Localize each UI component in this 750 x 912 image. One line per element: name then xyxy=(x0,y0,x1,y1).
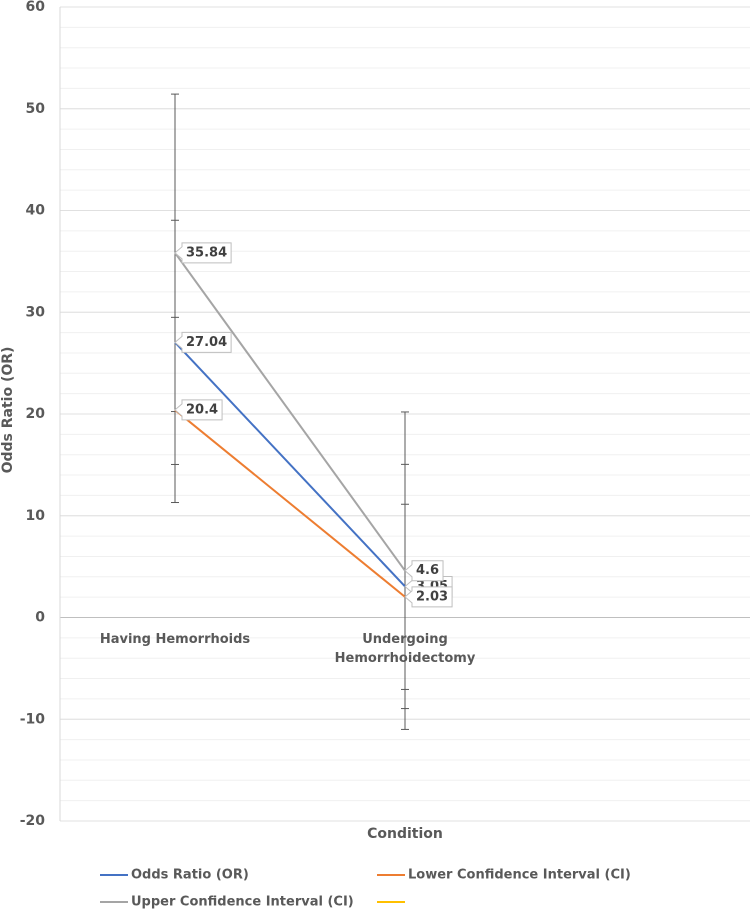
data-label: 35.84 xyxy=(174,242,232,264)
x-tick-label-box xyxy=(545,630,725,674)
data-label: 2.03 xyxy=(404,586,453,608)
data-label-box xyxy=(404,560,444,582)
y-tick-label: -10 xyxy=(20,711,46,727)
y-tick-label: 0 xyxy=(35,610,45,626)
y-tick-label: -20 xyxy=(20,813,46,829)
series-line xyxy=(174,252,406,572)
y-tick-label: 60 xyxy=(26,0,46,15)
data-label: 20.4 xyxy=(174,399,223,421)
y-tick-label: 50 xyxy=(26,101,46,117)
data-label: 27.04 xyxy=(174,331,232,353)
data-label-text: 2.03 xyxy=(416,589,448,604)
x-tick-label: Having Hemorrhoids xyxy=(99,631,251,647)
data-label-box xyxy=(404,586,453,608)
legend-label: Lower Confidence Interval (CI) xyxy=(408,868,631,883)
x-tick-label-box: Having Hemorrhoids xyxy=(99,631,251,647)
data-label-text: 35.84 xyxy=(186,245,227,260)
y-tick-label: 10 xyxy=(26,508,46,524)
data-label-box xyxy=(174,331,232,353)
y-tick-label: 40 xyxy=(26,203,46,219)
legend-label: Odds Ratio (OR) xyxy=(131,868,249,883)
data-label-box xyxy=(174,242,232,264)
data-label-text: 4.6 xyxy=(416,563,439,578)
y-tick-label: 20 xyxy=(26,406,46,422)
data-label-text: 27.04 xyxy=(186,335,227,350)
data-label-text: 20.4 xyxy=(186,402,218,417)
legend-label: Upper Confidence Interval (CI) xyxy=(131,895,354,910)
data-label: 4.6 xyxy=(404,560,444,582)
y-tick-label: 30 xyxy=(26,304,46,320)
series-line xyxy=(174,409,406,598)
series-line xyxy=(174,341,406,588)
y-axis-label: Odds Ratio (OR) xyxy=(0,347,16,474)
data-label-box xyxy=(174,399,223,421)
x-axis-label: Condition xyxy=(367,826,443,842)
